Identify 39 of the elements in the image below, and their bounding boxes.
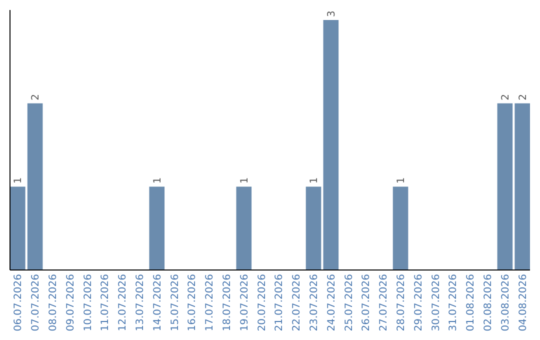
x-tick-label: 23.07.2026 <box>309 274 320 332</box>
x-tick-label: 04.08.2026 <box>518 274 529 332</box>
x-tick-label: 20.07.2026 <box>256 274 268 332</box>
data-label: 2 <box>30 94 42 100</box>
x-tick-label: 26.07.2026 <box>361 274 372 332</box>
x-tick-label: 12.07.2026 <box>118 274 129 332</box>
x-tick-label: 25.07.2026 <box>344 274 355 332</box>
x-tick-label: 07.07.2026 <box>30 274 42 332</box>
data-label: 2 <box>500 94 512 100</box>
data-label: 1 <box>396 177 408 184</box>
x-tick-label: 13.07.2026 <box>134 274 146 332</box>
data-label: 1 <box>239 177 250 184</box>
x-tick-label: 30.07.2026 <box>430 274 442 332</box>
data-label: 1 <box>13 177 24 184</box>
data-label: 1 <box>309 177 320 184</box>
x-tick-label: 22.07.2026 <box>292 274 303 332</box>
x-tick-label: 09.07.2026 <box>65 274 76 332</box>
x-tick-label: 27.07.2026 <box>378 274 390 332</box>
x-tick-label: 14.07.2026 <box>152 274 164 332</box>
data-label: 3 <box>326 10 338 17</box>
x-tick-label: 02.08.2026 <box>483 274 494 332</box>
x-tick-label: 29.07.2026 <box>413 274 424 332</box>
x-tick-label: 21.07.2026 <box>274 274 286 332</box>
x-tick-label: 06.07.2026 <box>13 274 24 332</box>
data-label: 2 <box>518 94 529 100</box>
x-tick-label: 31.07.2026 <box>448 274 460 332</box>
data-label: 1 <box>152 177 164 184</box>
x-tick-label: 10.07.2026 <box>82 274 94 332</box>
x-tick-label: 16.07.2026 <box>187 274 198 332</box>
x-tick-label: 03.08.2026 <box>500 274 512 332</box>
x-tick-label: 15.07.2026 <box>170 274 181 332</box>
x-tick-label: 17.07.2026 <box>204 274 216 332</box>
x-tick-label: 08.07.2026 <box>48 274 59 332</box>
x-tick-label: 11.07.2026 <box>100 274 112 332</box>
x-tick-label: 01.08.2026 <box>466 274 477 332</box>
x-tick-label: 24.07.2026 <box>326 274 338 332</box>
x-tick-label: 28.07.2026 <box>396 274 408 332</box>
x-tick-label: 19.07.2026 <box>239 274 250 332</box>
x-tick-label: 18.07.2026 <box>222 274 233 332</box>
